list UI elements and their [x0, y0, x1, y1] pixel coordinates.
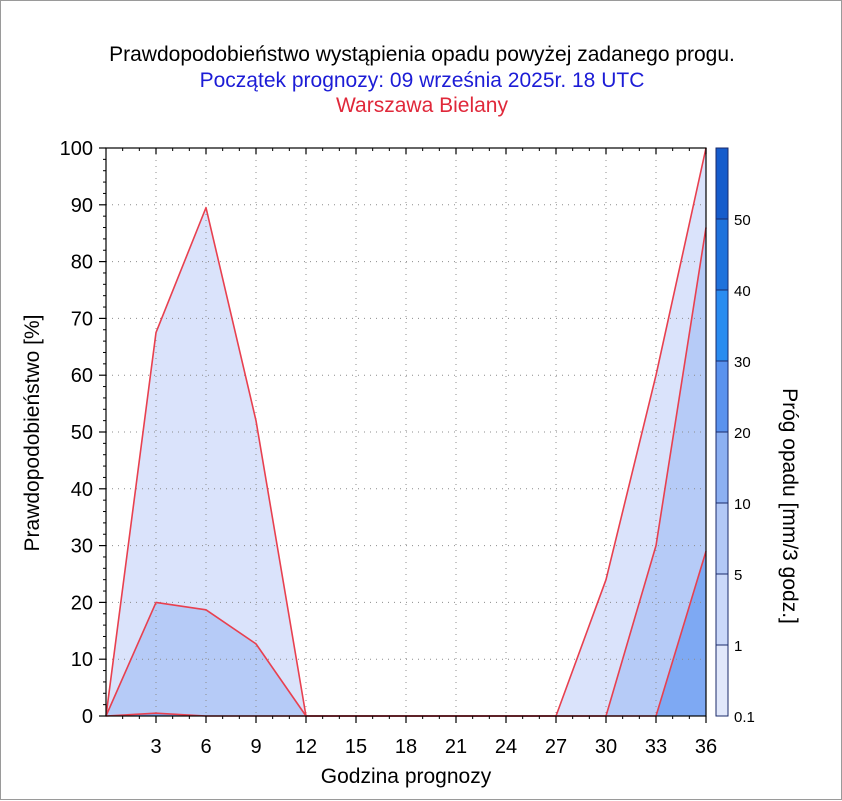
x-tick-label: 9: [250, 736, 261, 758]
x-tick-label: 36: [695, 736, 717, 758]
x-tick-label: 15: [345, 736, 367, 758]
chart-title: Prawdopodobieństwo wystąpienia opadu pow…: [109, 43, 735, 66]
x-tick-label: 12: [295, 736, 317, 758]
y-axis-label: Prawdopodobieństwo [%]: [21, 315, 44, 552]
x-tick-label: 3: [150, 736, 161, 758]
y-tick-label: 10: [71, 649, 93, 671]
colorbar-tick-label: 50: [734, 212, 751, 229]
colorbar-tick-label: 30: [734, 354, 751, 371]
y-tick-label: 90: [71, 195, 93, 217]
y-tick-label: 50: [71, 422, 93, 444]
colorbar-segment: [716, 645, 728, 716]
x-axis-label: Godzina prognozy: [321, 765, 492, 788]
colorbar-tick-label: 20: [734, 425, 751, 442]
colorbar-segment: [716, 574, 728, 645]
colorbar-tick-label: 0.1: [734, 709, 755, 726]
colorbar-label: Próg opadu [mm/3 godz.]: [778, 388, 801, 624]
x-tick-label: 24: [495, 736, 517, 758]
forecast-start-subtitle: Początek prognozy: 09 września 2025r. 18…: [199, 69, 645, 92]
colorbar-tick-label: 5: [734, 567, 742, 584]
colorbar-segment: [716, 432, 728, 503]
y-tick-label: 20: [71, 592, 93, 614]
y-tick-label: 40: [71, 479, 93, 501]
colorbar-tick-label: 1: [734, 638, 742, 655]
x-tick-label: 21: [445, 736, 467, 758]
y-tick-label: 60: [71, 365, 93, 387]
colorbar-segment: [716, 290, 728, 361]
grid-lines: [106, 148, 707, 716]
station-name: Warszawa Bielany: [336, 94, 508, 117]
colorbar: 0.1 1 5 10 20 30 40 50: [715, 147, 755, 726]
y-tick-label: 80: [71, 252, 93, 274]
x-tick-label: 27: [545, 736, 567, 758]
colorbar-segment: [716, 148, 728, 219]
area-fill-threshold-1: [106, 227, 706, 716]
y-tick-label: 100: [60, 138, 93, 160]
y-tick-label: 30: [71, 536, 93, 558]
x-tick-label: 33: [645, 736, 667, 758]
colorbar-segment: [716, 361, 728, 432]
y-tick-label: 70: [71, 308, 93, 330]
colorbar-segment: [716, 219, 728, 290]
x-tick-label: 18: [395, 736, 417, 758]
colorbar-segment: [716, 503, 728, 574]
y-tick-label: 0: [82, 706, 93, 728]
colorbar-tick-label: 40: [734, 283, 751, 300]
colorbar-tick-label: 10: [734, 496, 751, 513]
x-tick-label: 6: [200, 736, 211, 758]
x-tick-label: 30: [595, 736, 617, 758]
